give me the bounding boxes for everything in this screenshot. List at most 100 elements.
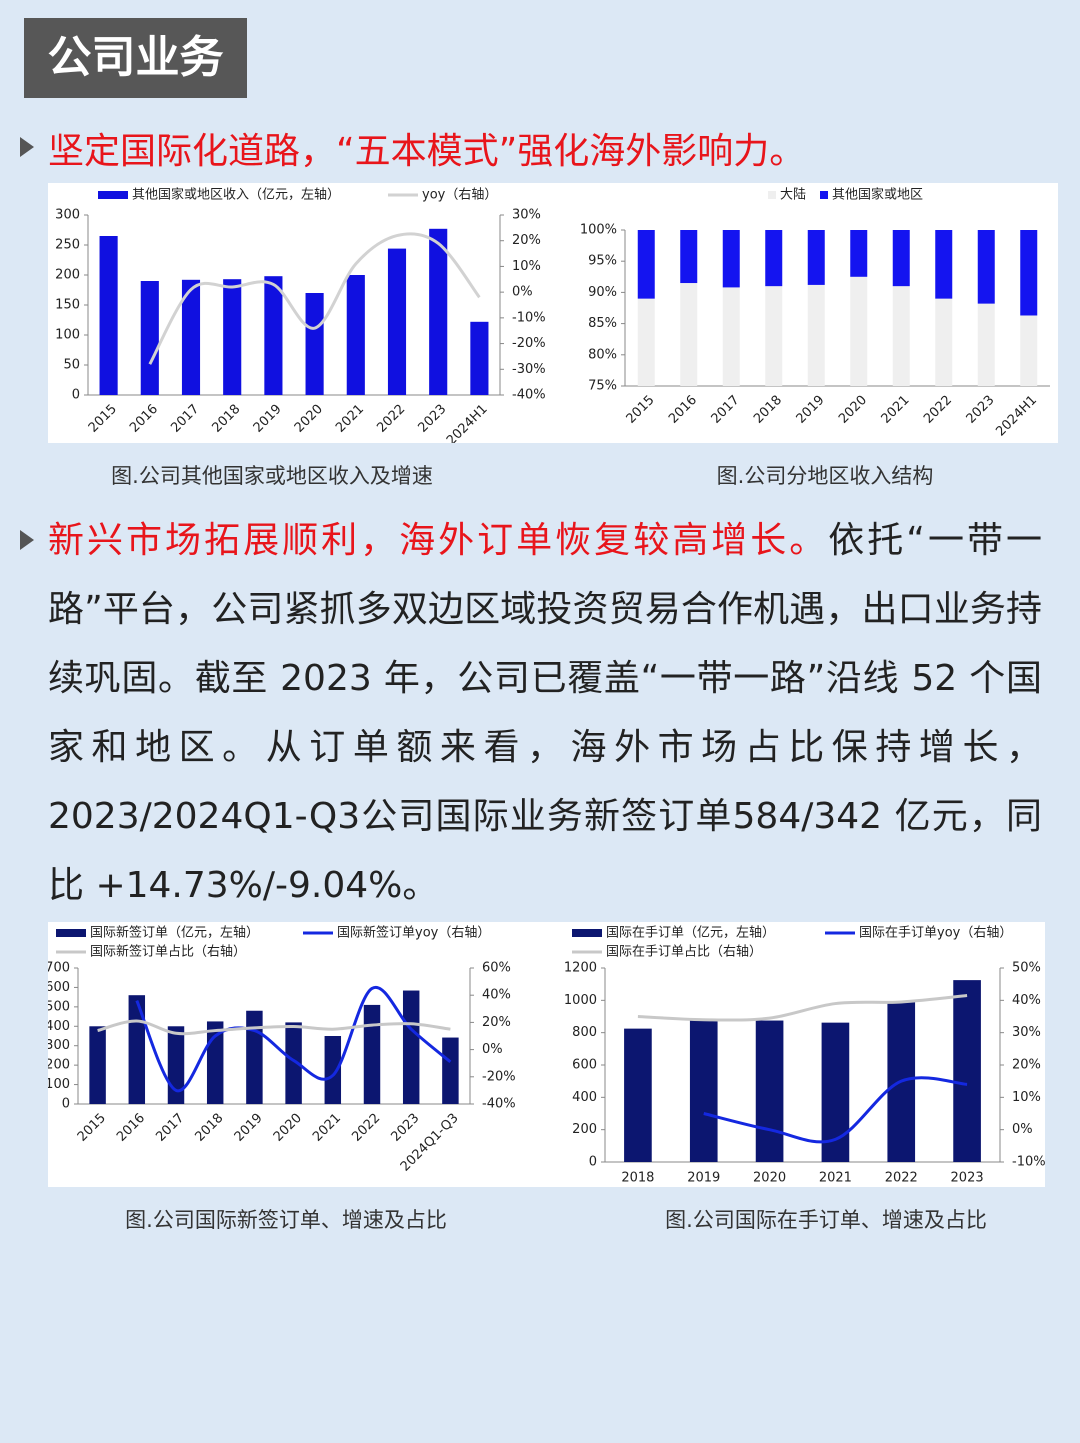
y-tick-label: 80% <box>588 347 617 362</box>
paragraph-heading: 新兴市场拓展顺利，海外订单恢复较高增长。 <box>48 520 829 561</box>
x-tick-label: 2023 <box>388 1111 422 1145</box>
bullet <box>20 137 34 157</box>
x-tick-label: 2019 <box>794 393 828 427</box>
y-tick-label: 400 <box>572 1090 597 1105</box>
x-tick-label: 2016 <box>666 393 700 427</box>
y-tick-label: 0 <box>62 1097 70 1112</box>
bar <box>223 279 242 395</box>
bar <box>264 276 283 395</box>
bar <box>935 298 953 386</box>
chart: 0 50 100 150 200 250 300 -40% -30% -20% -10% 0% 10% 2… <box>55 187 546 449</box>
y-tick-label: 95% <box>588 254 617 269</box>
x-tick-label: 2017 <box>153 1111 187 1145</box>
bar <box>89 1026 106 1104</box>
y-tick-label: 150 <box>55 298 80 313</box>
x-tick-label: 2017 <box>709 393 743 427</box>
y2-tick-label: 50% <box>1012 961 1041 976</box>
y-tick-label: 200 <box>572 1122 597 1137</box>
y2-tick-label: 20% <box>482 1015 511 1030</box>
y2-tick-label: 10% <box>1012 1090 1041 1105</box>
y-tick-label: 50 <box>63 358 80 373</box>
chart-panel: 75% 80% 85% 90% 95% 100% 2015 2016 2017 2018 2019 2… <box>566 183 1058 443</box>
legend-label: 其他国家或地区 <box>832 187 923 203</box>
legend-label: 国际新签订单占比（右轴） <box>90 944 246 960</box>
y2-tick-label: 20% <box>1012 1058 1041 1073</box>
bar <box>755 1020 784 1162</box>
x-tick-label: 2021 <box>879 393 913 427</box>
y-tick-label: 600 <box>48 980 70 995</box>
bar <box>442 1037 459 1104</box>
line <box>637 993 968 1022</box>
y-tick-label: 400 <box>48 1019 70 1034</box>
bar <box>140 281 159 395</box>
y-tick-label: 600 <box>572 1058 597 1073</box>
legend-swatch <box>56 929 86 937</box>
x-tick-label: 2020 <box>271 1111 305 1145</box>
legend-label: 国际新签订单yoy（右轴） <box>337 925 490 941</box>
legend-label: 其他国家或地区收入（亿元，左轴） <box>132 187 340 203</box>
y2-tick-label: 30% <box>1012 1025 1041 1040</box>
x-tick-label: 2018 <box>621 1171 654 1186</box>
bar <box>167 1026 185 1104</box>
y-tick-label: 300 <box>48 1038 70 1053</box>
x-tick-label: 2021 <box>333 402 367 436</box>
line <box>703 1076 968 1144</box>
bar <box>722 230 740 288</box>
x-tick-label: 2019 <box>251 402 285 436</box>
bar <box>305 293 324 395</box>
x-tick-label: 2015 <box>624 393 658 427</box>
x-tick-label: 2023 <box>951 1171 984 1186</box>
x-tick-label: 2018 <box>209 402 243 436</box>
x-tick-label: 2020 <box>292 402 326 436</box>
x-tick-label: 2022 <box>374 402 408 436</box>
x-tick-label: 2018 <box>751 393 785 427</box>
y-tick-label: 500 <box>48 999 70 1014</box>
y-tick-label: 100 <box>55 328 80 343</box>
bar <box>977 303 995 386</box>
y-tick-label: 0 <box>589 1155 597 1170</box>
x-tick-label: 2024H1 <box>444 402 491 443</box>
bar <box>935 230 953 299</box>
y2-tick-label: -40% <box>482 1097 516 1112</box>
chart: 75%80%85%90%95%100%2015 2016 2017 2018 2019 2… <box>580 187 1050 439</box>
bar <box>807 230 825 285</box>
y-tick-label: 1000 <box>564 993 597 1008</box>
bar <box>1020 230 1038 316</box>
y2-tick-label: 0% <box>482 1042 503 1057</box>
bar <box>624 1028 652 1162</box>
bar <box>850 276 868 386</box>
y2-tick-label: -10% <box>512 310 546 325</box>
x-tick-label: 2015 <box>75 1111 109 1145</box>
x-tick-label: 2017 <box>168 402 202 436</box>
y-tick-label: 85% <box>588 316 617 331</box>
line <box>148 232 481 365</box>
bar <box>892 230 910 287</box>
y2-tick-label: 40% <box>482 988 511 1003</box>
y2-tick-label: 60% <box>482 961 511 976</box>
paragraph: 新兴市场拓展顺利，海外订单恢复较高增长。依托“一带一路”平台，公司紧抓多双边区域… <box>48 506 1042 920</box>
line <box>135 985 452 1093</box>
bar <box>680 230 698 284</box>
y-tick-label: 100 <box>48 1077 70 1092</box>
legend-label: 大陆 <box>780 187 806 203</box>
bar <box>246 1010 263 1104</box>
x-tick-label: 2021 <box>819 1171 852 1186</box>
chart-panel: 0 100 200 300 400 500 600 700 -40% -20% 0% 20% 40% 60… <box>45 922 540 1187</box>
x-tick-label: 2022 <box>349 1111 383 1145</box>
bar <box>324 1036 342 1104</box>
bar <box>99 236 118 395</box>
y-tick-label: 250 <box>55 238 80 253</box>
bar <box>689 1019 718 1162</box>
bar <box>346 275 365 395</box>
bar <box>953 980 981 1162</box>
y2-tick-label: 10% <box>512 259 541 274</box>
y2-tick-label: 0% <box>512 285 533 300</box>
x-tick-label: 2018 <box>192 1111 226 1145</box>
legend-label: 国际在手订单（亿元，左轴） <box>606 926 775 941</box>
header-title: 公司业务 <box>24 18 247 98</box>
bar <box>765 286 783 386</box>
x-tick-label: 2019 <box>687 1171 720 1186</box>
legend-swatch <box>820 191 828 199</box>
bar <box>850 230 868 277</box>
